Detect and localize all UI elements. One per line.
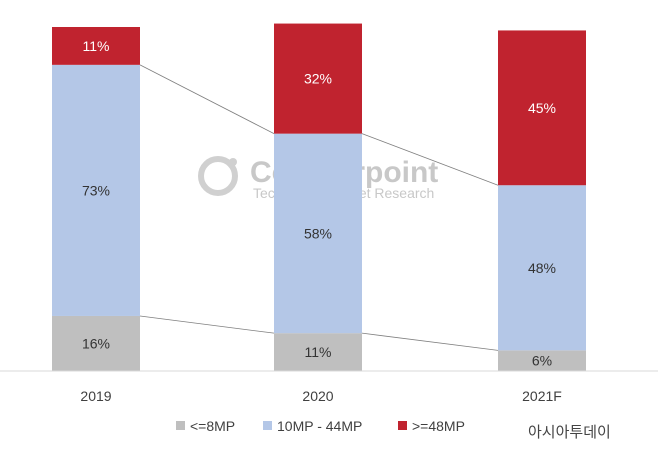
- data-label-48mp-2019: 11%: [83, 38, 110, 54]
- bar-10mp-44mp-2020: [274, 133, 362, 334]
- data-label-48mp-2020: 32%: [304, 71, 332, 87]
- series-connector-lines: [139, 64, 499, 351]
- legend-swatch-48mp: [398, 421, 407, 430]
- source-mark: 아시아투데이: [528, 423, 611, 441]
- bar-48mp-2021f: [498, 30, 586, 186]
- legend-swatch-10mp-44mp: [263, 421, 272, 430]
- legend-label-48mp: >=48MP: [412, 418, 465, 434]
- x-tick-label-2020: 2020: [302, 388, 333, 404]
- series-line-10mp-44mp-1: [361, 133, 499, 186]
- bars-group: 16% 73% 11% 11% 58% 32% 6% 48% 45%: [52, 23, 586, 371]
- series-line-10mp-44mp-0: [139, 64, 275, 134]
- data-label-48mp-2021f: 45%: [528, 100, 556, 116]
- bar-48mp-2019: [52, 27, 140, 65]
- data-label-8mp-2021f: 6%: [532, 353, 552, 369]
- watermark-logo-icon: [198, 156, 238, 196]
- series-line-8mp-0: [139, 315, 275, 334]
- x-tick-label-2021f: 2021F: [522, 388, 562, 404]
- watermark-logo-dot-icon: [229, 158, 237, 166]
- data-label-10mp-44mp-2020: 58%: [304, 225, 332, 241]
- bar-8mp-2019: [52, 315, 140, 371]
- data-label-8mp-2019: 16%: [82, 335, 110, 351]
- legend-label-8mp: <=8MP: [190, 418, 235, 434]
- data-label-8mp-2020: 11%: [305, 344, 332, 360]
- bar-8mp-2020: [274, 333, 362, 371]
- x-tick-label-2019: 2019: [80, 388, 111, 404]
- bar-10mp-44mp-2019: [52, 64, 140, 316]
- bar-10mp-44mp-2021f: [498, 185, 586, 351]
- data-label-10mp-44mp-2019: 73%: [82, 182, 110, 198]
- bar-48mp-2020: [274, 23, 362, 134]
- legend-swatch-8mp: [176, 421, 185, 430]
- series-line-8mp-1: [361, 332, 499, 351]
- legend: <=8MP 10MP - 44MP >=48MP: [176, 418, 465, 434]
- bar-8mp-2021f: [498, 350, 586, 371]
- data-label-10mp-44mp-2021f: 48%: [528, 260, 556, 276]
- legend-label-10mp-44mp: 10MP - 44MP: [277, 418, 362, 434]
- x-axis-ticks: 2019 2020 2021F: [80, 388, 561, 404]
